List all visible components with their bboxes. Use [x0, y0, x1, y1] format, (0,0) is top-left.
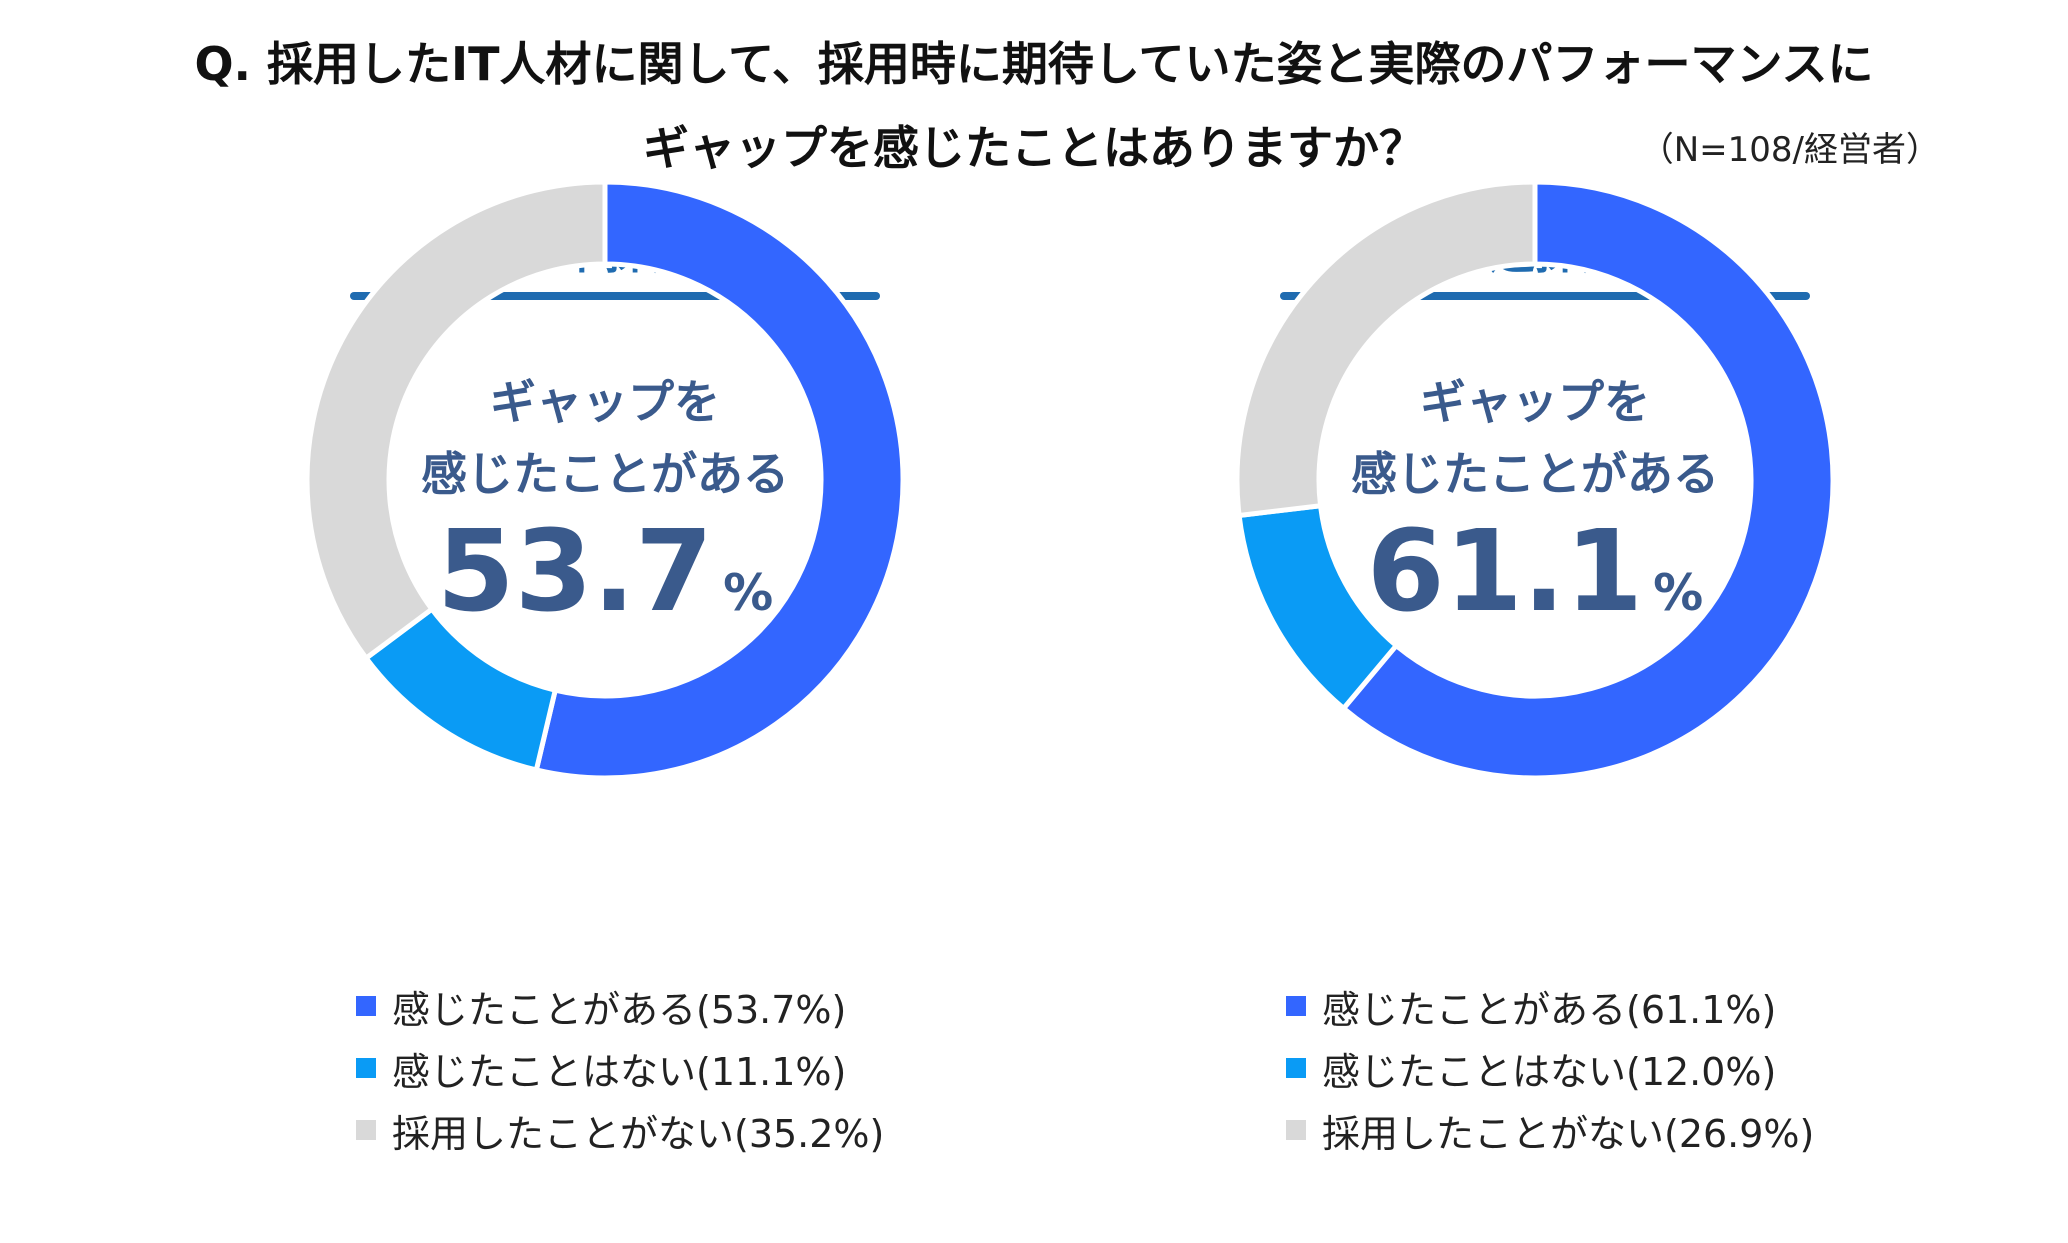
- center-percentage: 61.1%: [1367, 507, 1703, 637]
- donut-segments: [304, 179, 906, 781]
- legend-label: 感じたことはない(12.0%): [1322, 1049, 1777, 1094]
- legend-label: 感じたことがある(61.1%): [1322, 987, 1777, 1032]
- legend-swatch: [356, 1120, 376, 1140]
- donut-chart: ギャップを 感じたことがある 61.1%: [1234, 179, 1836, 781]
- legend-label: 採用したことがない(35.2%): [392, 1111, 885, 1156]
- legend-swatch: [356, 996, 376, 1016]
- legend-item: 採用したことがない(35.2%): [356, 1099, 884, 1161]
- donut-chart: ギャップを 感じたことがある 53.7%: [304, 179, 906, 781]
- legend: 感じたことがある(53.7%) 感じたことはない(11.1%) 採用したことがな…: [356, 975, 884, 1161]
- center-value: 53.7: [437, 507, 713, 637]
- legend-swatch: [1286, 1120, 1306, 1140]
- legend-label: 採用したことがない(26.9%): [1322, 1111, 1815, 1156]
- center-label-line2: 感じたことがある: [1351, 447, 1719, 501]
- chart-title-line2: ギャップを感じたことはありますか？: [643, 121, 1425, 175]
- center-unit: %: [1653, 564, 1703, 622]
- donut-segments: [1234, 179, 1836, 781]
- legend-label: 感じたことがある(53.7%): [392, 987, 847, 1032]
- legend-item: 感じたことがある(61.1%): [1286, 975, 1814, 1037]
- legend-item: 感じたことはない(12.0%): [1286, 1037, 1814, 1099]
- center-label-line1: ギャップを: [490, 375, 720, 429]
- chart-title-line1: Q. 採用したIT人材に関して、採用時に期待していた姿と実際のパフォーマンスに: [194, 37, 1874, 91]
- sample-size-note: （N=108/経営者）: [1639, 130, 1940, 170]
- panel-title-underline: [350, 292, 880, 300]
- panel-title-underline: [1280, 292, 1810, 300]
- donut-slice-3: [1234, 179, 1538, 519]
- center-percentage: 53.7%: [437, 507, 773, 637]
- legend-item: 感じたことはない(11.1%): [356, 1037, 884, 1099]
- donut-panel-mid-career: 中途採用 ギャップを 感じたことがある 61.1% 感じたことがある(61.1%…: [1070, 179, 2000, 1200]
- center-value: 61.1: [1367, 507, 1643, 637]
- center-label-line1: ギャップを: [1420, 375, 1650, 429]
- donut-slice-3: [304, 179, 608, 662]
- legend-item: 採用したことがない(26.9%): [1286, 1099, 1814, 1161]
- donut-panel-new-grad: 新卒採用 ギャップを 感じたことがある 53.7% 感じたことがある(53.7%…: [140, 179, 1070, 1200]
- donut-slice-1: [533, 179, 906, 781]
- legend-swatch: [356, 1058, 376, 1078]
- legend-swatch: [1286, 996, 1306, 1016]
- legend-label: 感じたことはない(11.1%): [392, 1049, 847, 1094]
- legend-swatch: [1286, 1058, 1306, 1078]
- center-unit: %: [723, 564, 773, 622]
- center-label-line2: 感じたことがある: [421, 447, 789, 501]
- legend-item: 感じたことがある(53.7%): [356, 975, 884, 1037]
- legend: 感じたことがある(61.1%) 感じたことはない(12.0%) 採用したことがな…: [1286, 975, 1814, 1161]
- donut-slice-1: [1340, 179, 1836, 781]
